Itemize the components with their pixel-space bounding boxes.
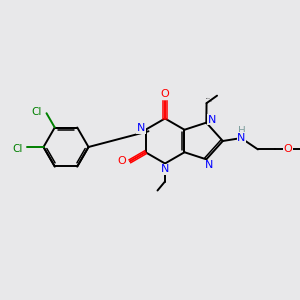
Text: O: O: [118, 156, 126, 166]
Text: O: O: [284, 144, 292, 154]
Text: O: O: [160, 89, 169, 99]
Text: methyl: methyl: [208, 100, 213, 102]
Text: N: N: [137, 123, 145, 133]
Text: N: N: [161, 164, 169, 175]
Text: methyl: methyl: [206, 98, 211, 99]
Text: Cl: Cl: [32, 107, 42, 117]
Text: Cl: Cl: [12, 143, 22, 154]
Text: N: N: [208, 115, 216, 125]
Text: H: H: [238, 126, 245, 136]
Text: N: N: [237, 133, 246, 143]
Text: N: N: [205, 160, 214, 170]
